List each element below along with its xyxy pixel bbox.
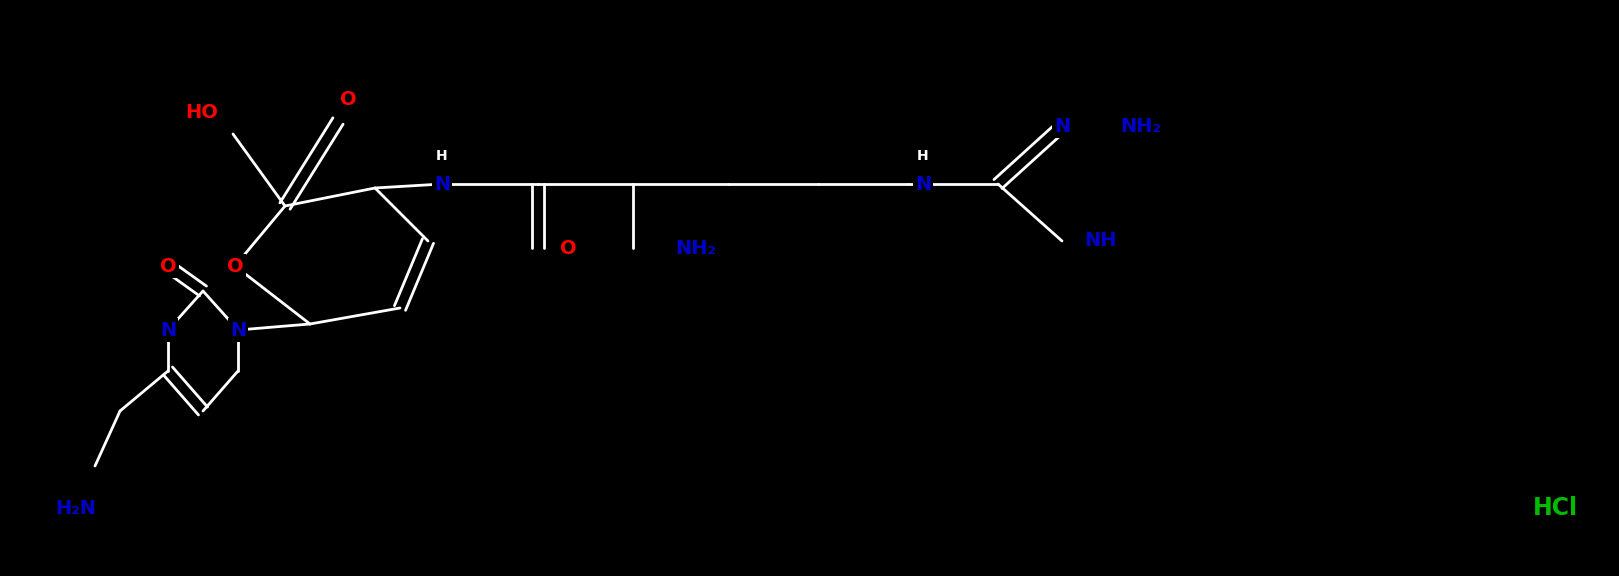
Text: NH: NH — [1085, 232, 1117, 251]
Text: NH₂: NH₂ — [1120, 116, 1161, 135]
Text: HO: HO — [185, 103, 219, 122]
Text: N: N — [434, 175, 450, 194]
Text: N: N — [915, 175, 931, 194]
Text: N: N — [1054, 116, 1070, 135]
Text: O: O — [560, 238, 576, 257]
Text: H: H — [436, 149, 448, 163]
Text: HCl: HCl — [1533, 496, 1577, 520]
Text: H₂N: H₂N — [55, 498, 96, 517]
Text: O: O — [160, 256, 176, 275]
Text: N: N — [160, 320, 176, 339]
Text: O: O — [227, 256, 243, 275]
Text: H: H — [918, 149, 929, 163]
Text: NH₂: NH₂ — [675, 238, 716, 257]
Text: N: N — [230, 320, 246, 339]
Text: O: O — [340, 89, 356, 108]
